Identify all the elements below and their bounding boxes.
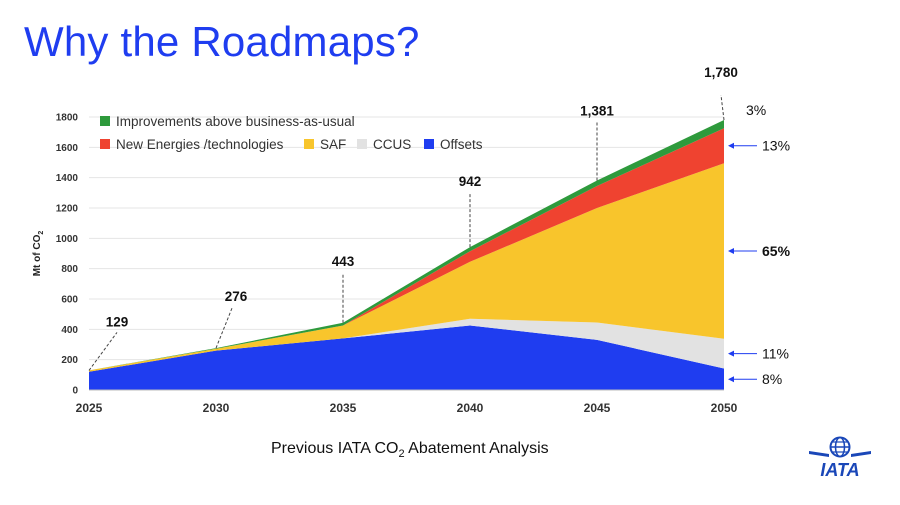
x-tick-label: 2040: [457, 401, 484, 415]
x-tick-label: 2035: [330, 401, 357, 415]
legend-swatch: [100, 116, 110, 126]
area-offsets: [89, 325, 724, 390]
total-label: 1,381: [580, 104, 614, 119]
total-label: 276: [225, 289, 248, 304]
area-saf: [89, 163, 724, 372]
y-tick-label: 1200: [56, 204, 79, 215]
caption-suffix: Abatement Analysis: [404, 440, 549, 457]
y-tick-label: 600: [61, 295, 78, 306]
share-label: 65%: [762, 243, 791, 259]
y-axis-label-sub: 2: [38, 231, 45, 235]
legend-label: CCUS: [373, 137, 411, 152]
y-tick-label: 400: [61, 325, 78, 336]
y-tick-label: 200: [61, 355, 78, 366]
total-leader-line: [215, 307, 233, 349]
share-label: 8%: [762, 371, 782, 387]
legend-label: New Energies /technologies: [116, 137, 284, 152]
legend-swatch: [304, 139, 314, 149]
y-tick-label: 1000: [56, 234, 79, 245]
y-tick-label: 1800: [56, 113, 79, 124]
total-label: 942: [459, 174, 482, 189]
iata-logo: IATA: [805, 435, 875, 480]
x-tick-label: 2050: [711, 401, 738, 415]
total-leader-line: [88, 332, 118, 371]
legend-label: Improvements above business-as-usual: [116, 114, 355, 129]
caption-prefix: Previous IATA CO: [271, 440, 399, 457]
share-arrow-head: [728, 350, 734, 357]
x-tick-label: 2045: [584, 401, 611, 415]
share-label: 3%: [746, 102, 766, 118]
total-label: 129: [106, 314, 129, 329]
legend-label: SAF: [320, 137, 346, 152]
y-axis-label: Mt of CO2: [32, 231, 45, 277]
legend-swatch: [424, 139, 434, 149]
chart-caption: Previous IATA CO2 Abatement Analysis: [271, 440, 549, 460]
y-tick-label: 0: [72, 386, 78, 397]
legend-swatch: [100, 139, 110, 149]
x-tick-label: 2030: [203, 401, 230, 415]
legend-label: Offsets: [440, 137, 483, 152]
logo-text: IATA: [820, 460, 860, 480]
legend-swatch: [357, 139, 367, 149]
total-label: 1,780: [704, 65, 738, 80]
share-arrow-head: [728, 142, 734, 149]
globe-icon: [809, 436, 871, 458]
share-label: 13%: [762, 138, 790, 154]
share-arrow-head: [728, 247, 734, 254]
area-ccus: [89, 318, 724, 372]
y-tick-label: 800: [61, 264, 78, 275]
share-arrow-head: [728, 376, 734, 383]
share-label: 11%: [762, 346, 789, 362]
slide-title: Why the Roadmaps?: [24, 18, 420, 65]
y-tick-label: 1400: [56, 173, 79, 184]
y-tick-label: 1600: [56, 143, 79, 154]
y-axis-label-main: Mt of CO: [32, 234, 43, 276]
total-label: 443: [332, 254, 355, 269]
caption-subscript: 2: [398, 448, 405, 461]
total-leader-line: [720, 94, 725, 121]
x-tick-label: 2025: [76, 401, 103, 415]
